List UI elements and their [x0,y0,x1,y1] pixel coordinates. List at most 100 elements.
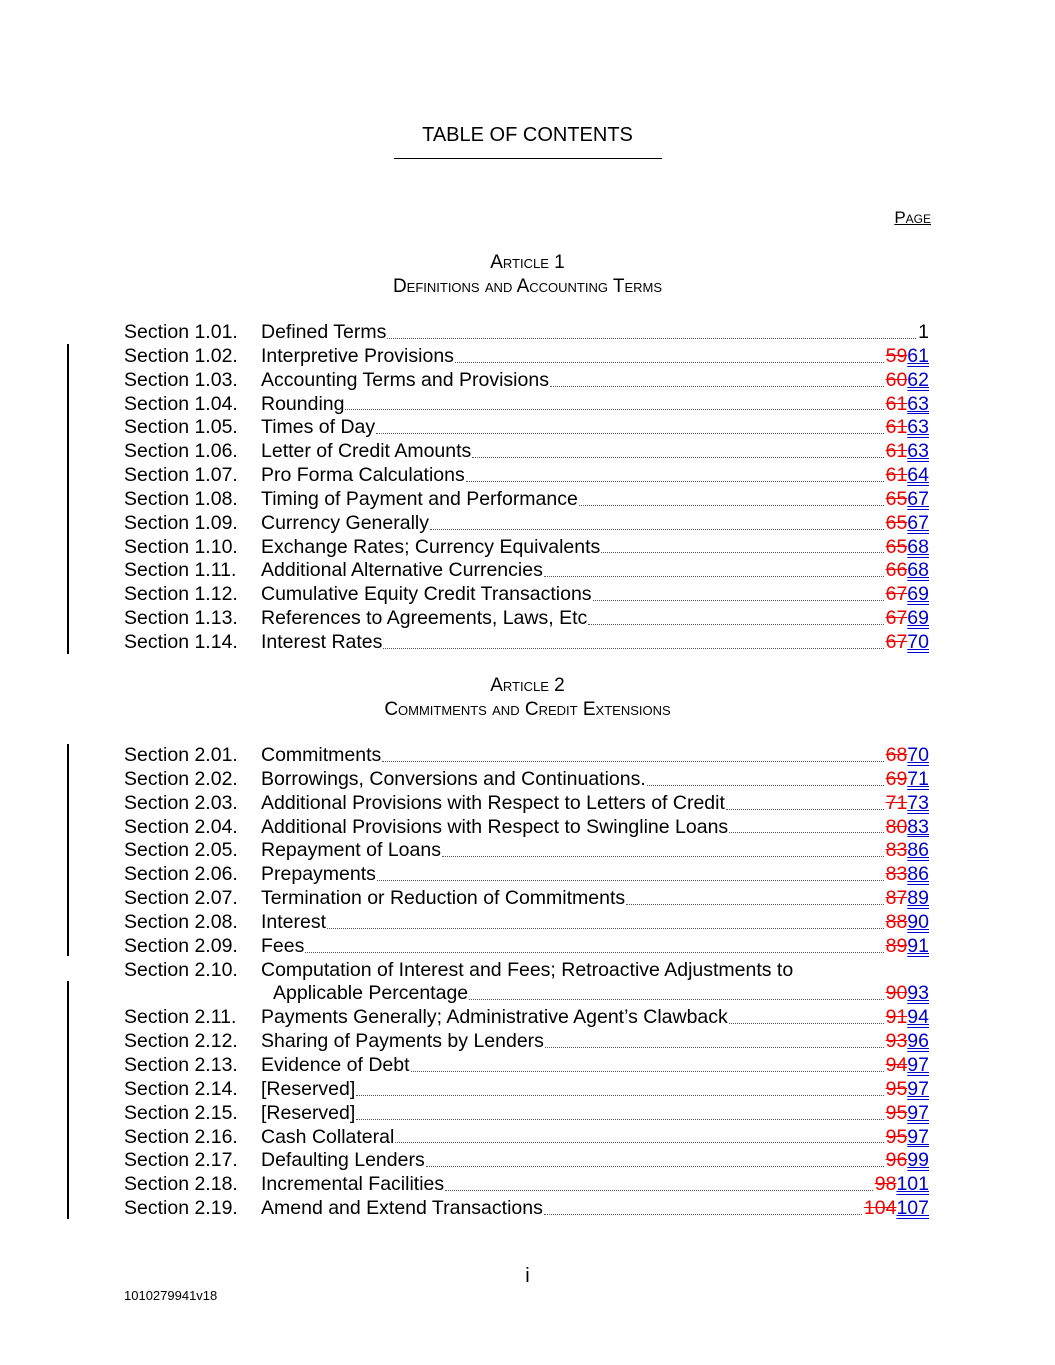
page-reference[interactable]: 7173 [886,792,929,816]
page-reference[interactable]: 8991 [886,935,929,959]
toc-entry[interactable]: Section 1.06. Letter of Credit Amounts 616… [124,440,929,464]
toc-entry[interactable]: Section 2.16. Cash Collateral 9597 [124,1126,929,1150]
inserted-page-number[interactable]: 1 [918,321,929,343]
inserted-page-number[interactable]: 96 [907,1030,929,1053]
toc-entry[interactable]: Section 2.07. Termination or Reduction of… [124,887,929,911]
toc-entry[interactable]: Section 2.18. Incremental Facilities 98101 [124,1173,929,1197]
toc-entry[interactable]: Section 1.14. Interest Rates 6770 [124,631,929,655]
inserted-page-number[interactable]: 67 [907,487,929,510]
page-reference[interactable]: 8890 [886,911,929,935]
toc-entry[interactable]: Section 2.09. Fees 8991 [124,935,929,959]
inserted-page-number[interactable]: 97 [907,1101,929,1124]
inserted-page-number[interactable]: 93 [907,982,929,1005]
page-reference[interactable]: 9699 [886,1149,929,1173]
page-reference[interactable]: 6163 [886,440,929,464]
inserted-page-number[interactable]: 63 [907,416,929,439]
toc-entry[interactable]: Section 2.01. Commitments 6870 [124,744,929,768]
inserted-page-number[interactable]: 99 [907,1149,929,1172]
page-reference[interactable]: 6567 [886,488,929,512]
toc-entry[interactable]: Section 2.10. Computation of Interest and… [124,959,929,983]
inserted-page-number[interactable]: 67 [907,511,929,534]
toc-entry[interactable]: Section 1.03. Accounting Terms and Provis… [124,369,929,393]
page-reference[interactable]: 6770 [886,631,929,655]
inserted-page-number[interactable]: 62 [907,368,929,391]
toc-entry[interactable]: Section 1.11. Additional Alternative Curr… [124,559,929,583]
page-reference[interactable]: 6870 [886,744,929,768]
page-reference[interactable]: 9396 [886,1030,929,1054]
page-reference[interactable]: 104107 [864,1197,929,1221]
inserted-page-number[interactable]: 63 [907,440,929,463]
page-reference[interactable]: 8083 [886,816,929,840]
toc-entry[interactable]: Section 1.04. Rounding 6163 [124,393,929,417]
page-reference[interactable]: 6769 [886,607,929,631]
page-reference[interactable]: 6971 [886,768,929,792]
toc-entry[interactable]: Section 1.07. Pro Forma Calculations 6164 [124,464,929,488]
page-reference[interactable]: 8386 [886,863,929,887]
inserted-page-number[interactable]: 89 [907,887,929,910]
page-reference[interactable]: 6163 [886,416,929,440]
inserted-page-number[interactable]: 68 [907,535,929,558]
inserted-page-number[interactable]: 97 [907,1077,929,1100]
page-reference[interactable]: 98101 [875,1173,929,1197]
inserted-page-number[interactable]: 94 [907,1006,929,1029]
inserted-page-number[interactable]: 69 [907,583,929,606]
toc-entry[interactable]: Section 2.12. Sharing of Payments by Lend… [124,1030,929,1054]
toc-entry[interactable]: Section 1.10. Exchange Rates; Currency Eq… [124,536,929,560]
inserted-page-number[interactable]: 90 [907,910,929,933]
page-reference[interactable]: 9194 [886,1006,929,1030]
toc-entry[interactable]: Section 2.03. Additional Provisions with … [124,792,929,816]
toc-entry[interactable]: Section 2.15. [Reserved] 9597 [124,1102,929,1126]
inserted-page-number[interactable]: 97 [907,1053,929,1076]
inserted-page-number[interactable]: 61 [907,344,929,367]
inserted-page-number[interactable]: 97 [907,1125,929,1148]
inserted-page-number[interactable]: 69 [907,607,929,630]
toc-entry[interactable]: Section 2.13. Evidence of Debt 9497 [124,1054,929,1078]
toc-entry[interactable]: Section 1.05. Times of Day 6163 [124,416,929,440]
page-reference[interactable]: 6163 [886,393,929,417]
page-reference[interactable]: 8386 [886,839,929,863]
inserted-page-number[interactable]: 107 [896,1197,929,1220]
toc-entry[interactable]: Section 1.13. References to Agreements, L… [124,607,929,631]
page-reference[interactable]: 9597 [886,1078,929,1102]
page-reference[interactable]: 6062 [886,369,929,393]
toc-entry[interactable]: Section 1.09. Currency Generally 6567 [124,512,929,536]
toc-entry[interactable]: Section 2.17. Defaulting Lenders 9699 [124,1149,929,1173]
page-reference[interactable]: 9597 [886,1126,929,1150]
inserted-page-number[interactable]: 86 [907,839,929,862]
toc-entry[interactable]: Section 1.08. Timing of Payment and Perfo… [124,488,929,512]
toc-entry[interactable]: Section 2.02. Borrowings, Conversions and… [124,768,929,792]
inserted-page-number[interactable]: 63 [907,392,929,415]
page-reference[interactable]: 1 [918,321,929,345]
inserted-page-number[interactable]: 70 [907,744,929,766]
page-reference[interactable]: 9497 [886,1054,929,1078]
page-reference[interactable]: 6164 [886,464,929,488]
toc-entry[interactable]: Section 2.08. Interest 8890 [124,911,929,935]
toc-entry[interactable]: Section 2.19. Amend and Extend Transactio… [124,1197,929,1221]
toc-entry[interactable]: Section 2.04. Additional Provisions with … [124,816,929,840]
inserted-page-number[interactable]: 68 [907,559,929,582]
toc-entry[interactable]: Section 1.12. Cumulative Equity Credit Tr… [124,583,929,607]
inserted-page-number[interactable]: 71 [907,767,929,790]
inserted-page-number[interactable]: 101 [896,1173,929,1196]
page-reference[interactable]: 5961 [886,345,929,369]
toc-entry[interactable]: Section 1.01. Defined Terms 1 [124,321,929,345]
page-reference[interactable]: 6668 [886,559,929,583]
page-reference[interactable]: 6567 [886,512,929,536]
page-reference[interactable]: 9093 [886,982,929,1006]
toc-entry[interactable]: Section 2.05. Repayment of Loans 8386 [124,839,929,863]
page-reference[interactable]: 6769 [886,583,929,607]
inserted-page-number[interactable]: 83 [907,815,929,838]
inserted-page-number[interactable]: 70 [907,630,929,653]
page-reference[interactable]: 8789 [886,887,929,911]
inserted-page-number[interactable]: 91 [907,934,929,957]
toc-entry[interactable]: Section 2.06. Prepayments 8386 [124,863,929,887]
toc-entry[interactable]: Section 2.14. [Reserved] 9597 [124,1078,929,1102]
inserted-page-number[interactable]: 73 [907,791,929,814]
toc-entry[interactable]: Section 2.11. Payments Generally; Adminis… [124,1006,929,1030]
inserted-page-number[interactable]: 64 [907,464,929,487]
page-reference[interactable]: 9597 [886,1102,929,1126]
toc-entry-continuation[interactable]: Applicable Percentage 9093 [124,982,929,1006]
inserted-page-number[interactable]: 86 [907,863,929,886]
page-reference[interactable]: 6568 [886,536,929,560]
toc-entry[interactable]: Section 1.02. Interpretive Provisions 5961 [124,345,929,369]
